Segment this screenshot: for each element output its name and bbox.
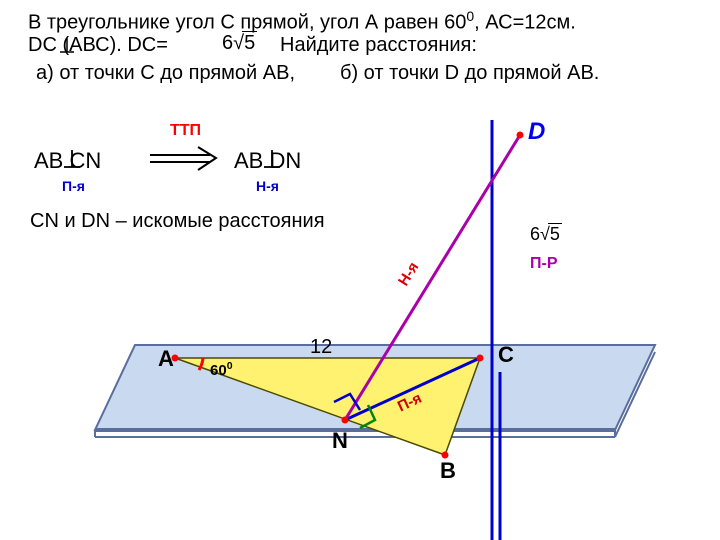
line-dn — [345, 135, 520, 420]
angle-60-val: 60 — [210, 362, 227, 379]
geometry-overlay — [0, 0, 720, 540]
label-b: B — [440, 458, 456, 484]
p-r-label: П-Р — [530, 255, 558, 273]
dc-len-coef: 6 — [530, 224, 540, 244]
angle-arc-a — [199, 358, 203, 370]
label-a: A — [158, 346, 174, 372]
angle-60: 600 — [210, 360, 233, 379]
label-d: D — [528, 118, 545, 146]
point-c — [477, 355, 484, 362]
dc-len: 65 — [530, 224, 562, 245]
edge-12: 12 — [310, 336, 332, 359]
right-angle-dn — [334, 394, 360, 410]
dc-len-rad: 5 — [548, 223, 562, 244]
point-n — [342, 417, 349, 424]
point-d — [517, 132, 524, 139]
angle-60-sup: 0 — [227, 360, 233, 372]
label-n: N — [332, 428, 348, 454]
label-c: C — [498, 342, 514, 368]
